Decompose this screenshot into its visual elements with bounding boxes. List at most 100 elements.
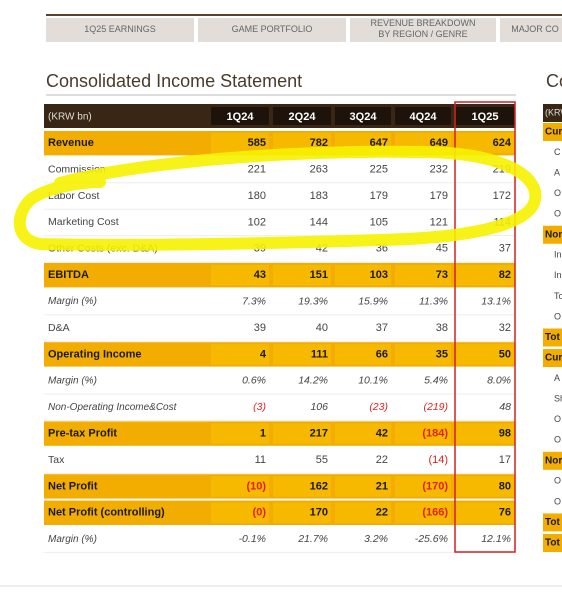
cell-value: 21.7% bbox=[297, 533, 328, 545]
cell-value: 21 bbox=[376, 480, 388, 492]
cell-bg bbox=[211, 265, 269, 286]
cell-value: 11 bbox=[255, 454, 266, 466]
cell-value: 22 bbox=[376, 454, 388, 466]
side-row-label: Cur bbox=[545, 353, 562, 364]
header-label: 4Q24 bbox=[410, 111, 438, 123]
cell-value: 649 bbox=[430, 137, 448, 149]
side-row-bg bbox=[543, 534, 562, 552]
cell-value: 39 bbox=[254, 322, 266, 334]
cell-value: (23) bbox=[369, 401, 388, 413]
cell-value: 82 bbox=[499, 269, 511, 281]
cell-value: 12.1% bbox=[481, 533, 511, 545]
cell-value: 179 bbox=[430, 190, 448, 202]
cell-value: 37 bbox=[376, 322, 388, 334]
cell-value: (14) bbox=[428, 454, 448, 466]
cell-bg bbox=[211, 502, 269, 523]
side-row-bg bbox=[543, 123, 562, 141]
row-label: D&A bbox=[48, 322, 70, 334]
cell-value: 11.3% bbox=[419, 295, 448, 307]
cell-value: 55 bbox=[316, 454, 328, 466]
cell-value: 105 bbox=[370, 216, 388, 228]
cell-value: 151 bbox=[310, 269, 328, 281]
side-title: Co bbox=[546, 71, 562, 91]
side-row-label: O bbox=[554, 435, 561, 445]
cell-bg bbox=[211, 476, 269, 497]
side-header-bg bbox=[543, 104, 562, 122]
cell-value: 48 bbox=[499, 401, 511, 413]
cell-value: 42 bbox=[376, 428, 388, 440]
side-row-label: Nor bbox=[545, 455, 562, 466]
cell-value: 35 bbox=[436, 348, 448, 360]
cell-value: 98 bbox=[499, 428, 511, 440]
cell-value: 14.2% bbox=[298, 375, 328, 387]
side-row-bg bbox=[543, 349, 562, 368]
row-label: Non-Operating Income&Cost bbox=[48, 402, 178, 413]
tab[interactable] bbox=[198, 18, 346, 42]
cell-bg bbox=[273, 265, 331, 286]
row-label: Margin (%) bbox=[48, 375, 97, 386]
side-row-label: Cur bbox=[545, 127, 562, 138]
cell-value: 144 bbox=[310, 216, 328, 228]
side-row-bg bbox=[543, 225, 562, 244]
side-row-label: O bbox=[554, 414, 561, 424]
cell-bg bbox=[335, 344, 391, 365]
cell-bg bbox=[456, 133, 514, 154]
cell-bg bbox=[335, 476, 391, 497]
row-label: Margin (%) bbox=[48, 534, 97, 545]
cell-value: (184) bbox=[422, 428, 448, 440]
tab[interactable] bbox=[350, 18, 496, 42]
cell-value: 782 bbox=[310, 137, 328, 149]
cell-value: 32 bbox=[499, 322, 511, 334]
cell-value: 5.4% bbox=[424, 375, 448, 387]
cell-value: 73 bbox=[436, 269, 448, 281]
cell-value: 10.1% bbox=[358, 375, 388, 387]
side-row-label: O bbox=[554, 476, 561, 486]
cell-value: 19.3% bbox=[298, 295, 328, 307]
header-label: 1Q24 bbox=[227, 111, 255, 123]
cell-value: (166) bbox=[422, 507, 448, 519]
cell-bg bbox=[211, 344, 269, 365]
cell-bg bbox=[395, 502, 451, 523]
cell-bg bbox=[273, 476, 331, 497]
header-label: 2Q24 bbox=[289, 111, 317, 123]
cell-value: 80 bbox=[499, 480, 511, 492]
tab[interactable] bbox=[500, 18, 562, 42]
side-row-label: O bbox=[554, 496, 561, 506]
cell-value: 111 bbox=[311, 348, 328, 360]
cell-value: 121 bbox=[430, 216, 448, 228]
header-cell bbox=[273, 107, 331, 125]
cell-bg bbox=[456, 502, 514, 523]
header-label: (KRW bn) bbox=[48, 112, 92, 123]
side-row-label: To bbox=[554, 291, 562, 301]
title: Consolidated Income Statement bbox=[46, 71, 302, 91]
side-row-label: Non bbox=[545, 229, 562, 240]
cell-value: 17 bbox=[499, 454, 511, 466]
cell-bg bbox=[273, 423, 331, 444]
cell-value: 45 bbox=[436, 243, 448, 255]
cell-value: (3) bbox=[253, 401, 266, 413]
cell-value: 40 bbox=[316, 322, 328, 334]
cell-value: 15.9% bbox=[358, 295, 388, 307]
cell-value: 37 bbox=[499, 243, 511, 255]
tab[interactable] bbox=[46, 18, 194, 42]
side-row-label: O bbox=[554, 188, 561, 198]
cell-bg bbox=[211, 133, 269, 154]
row-label: Revenue bbox=[48, 137, 94, 149]
cell-bg bbox=[456, 344, 514, 365]
cell-value: (170) bbox=[422, 480, 448, 492]
cell-value: 38 bbox=[436, 322, 448, 334]
row-label: Operating Income bbox=[48, 348, 142, 360]
cell-bg bbox=[395, 344, 451, 365]
header-cell bbox=[456, 107, 514, 125]
header-cell bbox=[335, 107, 391, 125]
cell-bg bbox=[456, 423, 514, 444]
cell-value: 50 bbox=[499, 348, 511, 360]
cell-value: 225 bbox=[370, 164, 388, 176]
side-row-label: Tot bbox=[545, 538, 560, 549]
cell-value: 0.6% bbox=[242, 375, 266, 387]
current-quarter-outline bbox=[454, 101, 516, 553]
side-row-bg bbox=[543, 513, 562, 532]
side-row-bg bbox=[543, 328, 562, 347]
side-row-label: O bbox=[554, 209, 561, 219]
